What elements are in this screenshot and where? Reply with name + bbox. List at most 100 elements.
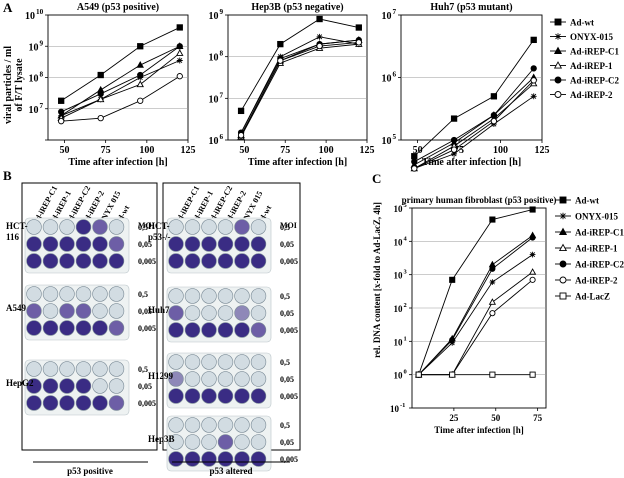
tick-label-y-exp: 7 — [40, 102, 44, 110]
data-point-ad-irep-c2-shape — [529, 234, 536, 241]
well — [75, 361, 92, 377]
series-line-ad-wt — [60, 27, 180, 102]
well — [201, 253, 217, 269]
moi-value: 0,005 — [280, 392, 298, 401]
data-point-ad-irep-1 — [176, 49, 184, 56]
well — [234, 388, 250, 404]
moi-value: 0,005 — [280, 257, 298, 266]
data-point-ad-wt — [137, 43, 144, 50]
legend-panel-c: Ad-wt ONYX-015 Ad-iREP-C1 Ad-iREP-1 Ad-iREP-… — [555, 196, 624, 302]
well — [92, 361, 108, 377]
series-line-ad-irep-2 — [414, 80, 535, 169]
series-line-ad-irep-c2 — [418, 237, 533, 375]
data-point-ad-wt — [176, 24, 183, 31]
tick-label-x: 125 — [535, 145, 550, 156]
data-point-ad-irep-2 — [58, 118, 65, 125]
well-plate: 0,5 0,05 0,005 — [24, 284, 156, 341]
well — [92, 236, 108, 252]
data-point-ad-irep-c2 — [530, 65, 537, 72]
legend-item: Ad-iREP-2 — [555, 276, 618, 286]
data-point-ad-lacz — [449, 371, 456, 378]
tick-label-y-exp: 6 — [220, 133, 224, 141]
tick-label-y-exp: 7 — [220, 91, 224, 99]
tick-label-y-base: 10 — [29, 105, 39, 116]
legend-marker — [553, 46, 563, 54]
tick-label-x: 50 — [413, 145, 423, 156]
series-line-ad-wt — [413, 39, 535, 157]
moi-value: 0,05 — [280, 240, 294, 249]
data-point-onyx-015 — [529, 251, 536, 258]
data-point-ad-wt-shape — [277, 40, 284, 48]
well — [108, 395, 125, 411]
well — [108, 219, 125, 235]
tick-label-y-base: 10 — [394, 304, 404, 314]
data-point-ad-irep-2-shape — [490, 118, 498, 125]
data-point-onyx-015-shape — [451, 150, 458, 157]
well — [234, 322, 250, 338]
well — [168, 288, 184, 304]
data-point-ad-irep-2 — [237, 132, 245, 139]
well — [201, 417, 217, 433]
well-plate: 0,5 0,05 0,005 — [24, 359, 156, 416]
chart-title: primary human fibroblast (p53 positive) — [402, 195, 557, 205]
data-point-ad-wt — [529, 206, 536, 213]
well — [26, 395, 42, 411]
cell-line-label: Hep3B — [148, 434, 175, 444]
moi-value: 0,005 — [138, 324, 156, 333]
tick-label-x: 125 — [181, 145, 196, 156]
well — [168, 322, 184, 338]
data-point-ad-irep-c2-shape — [137, 71, 144, 79]
data-point-ad-wt — [277, 40, 284, 48]
series-line-ad-irep-c1 — [418, 235, 533, 375]
legend-marker — [554, 76, 562, 84]
well — [42, 303, 59, 319]
well — [250, 371, 267, 387]
data-point-ad-irep-2 — [176, 73, 183, 80]
well — [184, 354, 201, 370]
moi-value: 0,5 — [280, 421, 290, 430]
data-point-ad-irep-2-shape — [237, 132, 245, 139]
tick-label-y: 10 6 — [209, 133, 224, 147]
well — [59, 378, 75, 394]
data-point-ad-irep-c2-shape — [450, 136, 458, 144]
legend-label: Ad-iREP-C1 — [570, 47, 619, 57]
data-point-onyx-015-shape — [176, 57, 183, 64]
tick-label-y: 10 8 — [209, 50, 224, 64]
cell-line-label: 116 — [6, 232, 20, 242]
legend-label: Ad-iREP-C2 — [575, 260, 624, 270]
data-point-ad-lacz-shape — [489, 371, 496, 378]
tick-label-y: 10 5 — [394, 202, 407, 214]
well — [26, 253, 42, 269]
data-point-ad-wt-shape — [237, 107, 245, 115]
tick-label-y-base: 10 — [209, 136, 219, 147]
well — [42, 320, 59, 336]
well — [92, 320, 108, 336]
well — [250, 253, 267, 269]
legend-item: Ad-iREP-2 — [550, 90, 613, 100]
tick-label-y-exp: 0 — [404, 369, 407, 376]
well — [75, 303, 92, 319]
legend-item: Ad-LacZ — [555, 292, 610, 302]
legend-label: Ad-iREP-1 — [575, 244, 618, 254]
well — [59, 286, 75, 302]
well — [217, 388, 234, 404]
tick-label-y-exp: 8 — [40, 71, 44, 79]
data-point-ad-wt — [355, 24, 362, 31]
data-point-ad-irep-2-shape — [489, 310, 496, 317]
well — [108, 361, 125, 377]
data-point-ad-irep-1 — [96, 95, 105, 103]
well — [168, 417, 184, 433]
chart-title: Huh7 (p53 mutant) — [430, 2, 512, 13]
legend-marker-shape — [554, 18, 562, 26]
data-point-onyx-015 — [489, 279, 496, 285]
well — [59, 303, 75, 319]
data-point-ad-irep-c2-shape — [411, 158, 418, 165]
tick-label-y-base: 10 — [382, 74, 392, 85]
moi-value: 0,05 — [280, 309, 294, 318]
data-point-ad-irep-c2 — [58, 108, 65, 115]
well-plate: 0,5 0,05 0,005 — [166, 415, 298, 472]
tick-label-y-exp: 2 — [404, 302, 407, 309]
cell-line-label: HCT- — [148, 221, 170, 231]
tick-label-x: 75 — [280, 145, 290, 156]
x-axis-label: Time after infection [h] — [68, 157, 167, 168]
